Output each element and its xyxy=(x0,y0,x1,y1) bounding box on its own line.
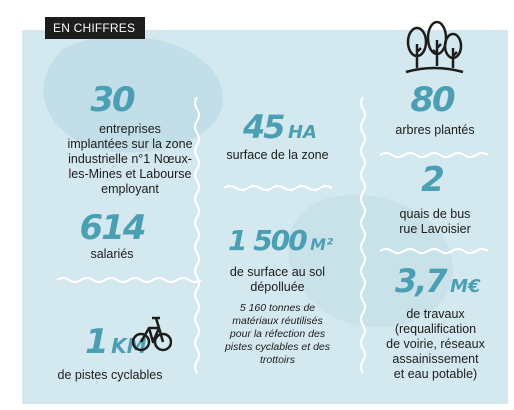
stat-area-value: 45 xyxy=(243,108,286,146)
stat-surface-value-group: 1 500 M² xyxy=(228,224,333,257)
stat-surface-unit: M² xyxy=(310,235,334,254)
wavy-divider xyxy=(56,277,202,283)
text-line: dépolluée xyxy=(250,280,305,294)
text-line: assainissement xyxy=(392,352,479,366)
stat-surface-note: 5 160 tonnes de matériaux réutilisés pou… xyxy=(205,302,350,367)
wavy-divider xyxy=(379,248,489,254)
section-tag: EN CHIFFRES xyxy=(45,17,146,39)
stat-bus-value: 2 xyxy=(421,160,445,200)
stat-employees-text: salariés xyxy=(90,247,134,261)
text-line: employant xyxy=(101,182,159,196)
note-line: 5 160 tonnes de xyxy=(239,302,316,314)
stat-trees-value: 80 xyxy=(410,80,455,120)
text-line: de travaux xyxy=(406,307,465,321)
stat-companies-value: 30 xyxy=(90,80,135,120)
text-line: rue Lavoisier xyxy=(399,222,471,236)
stat-area-unit: HA xyxy=(287,122,317,143)
column-divider-right xyxy=(360,96,366,374)
stat-companies-text: entreprises implantées sur la zone indus… xyxy=(55,122,205,197)
stat-bus-text: quais de bus rue Lavoisier xyxy=(375,207,495,237)
stat-employees-value: 614 xyxy=(79,208,147,248)
stat-bike-text: de pistes cyclables xyxy=(57,368,163,382)
stat-surface-value: 1 500 xyxy=(228,224,308,257)
wavy-divider xyxy=(379,152,489,158)
stat-surface-text: de surface au sol dépolluée xyxy=(210,265,345,295)
stat-trees-text: arbres plantés xyxy=(395,123,475,137)
stat-works-unit: M€ xyxy=(450,276,481,297)
stat-works-text: de travaux (requalification de voirie, r… xyxy=(368,307,503,382)
stat-works-value-group: 3,7 M€ xyxy=(395,262,481,300)
text-line: implantées sur la zone xyxy=(67,137,193,151)
note-line: trottoirs xyxy=(259,354,295,366)
text-line: et eau potable) xyxy=(393,367,478,381)
text-line: industrielle n°1 Nœux- xyxy=(68,152,192,166)
trees-icon xyxy=(405,20,464,74)
note-line: matériaux réutilisés xyxy=(232,315,323,327)
stat-bike-unit: KM xyxy=(111,334,147,358)
text-line: les-Mines et Labourse xyxy=(68,167,192,181)
column-divider-left xyxy=(194,96,200,374)
note-line: pour la réfection des xyxy=(229,328,326,340)
text-line: quais de bus xyxy=(399,207,471,221)
wavy-divider xyxy=(223,185,333,191)
note-line: pistes cyclables et des xyxy=(224,341,331,353)
stat-works-value: 3,7 xyxy=(395,262,448,300)
text-line: de surface au sol xyxy=(229,265,326,279)
text-line: (requalification xyxy=(394,322,477,336)
background-shapes xyxy=(43,35,453,327)
stat-bike-value-group: 1 KM xyxy=(85,322,147,362)
stat-bike-value: 1 xyxy=(85,322,109,362)
infographic-panel xyxy=(22,30,508,404)
text-line: de voirie, réseaux xyxy=(386,337,485,351)
stat-area-value-group: 45 HA xyxy=(243,108,317,146)
stat-area-text: surface de la zone xyxy=(226,148,329,162)
text-line: entreprises xyxy=(99,122,161,136)
bicycle-icon xyxy=(132,316,172,352)
